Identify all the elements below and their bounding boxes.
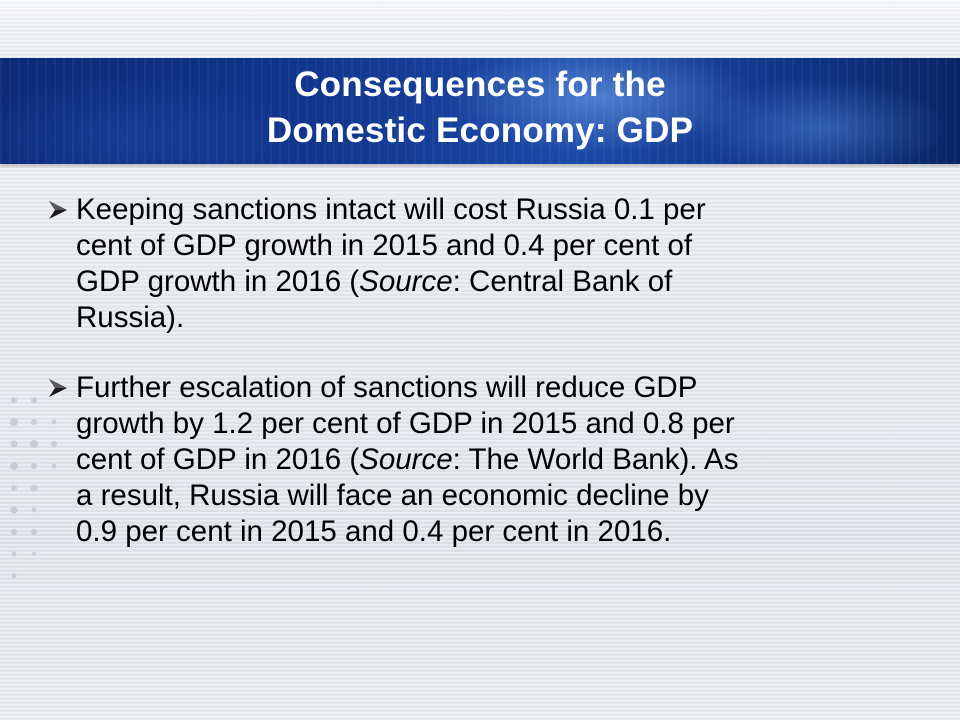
bullet-1-line-1: Keeping sanctions intact will cost Russi… — [76, 193, 706, 226]
bullet-2-line-3-b: : The World Bank). As — [452, 443, 739, 476]
bullet-1-line-2: cent of GDP growth in 2015 and 0.4 per c… — [76, 229, 693, 262]
source-label: Source — [359, 265, 453, 298]
bullet-item-2: Further escalation of sanctions will red… — [46, 370, 926, 550]
top-strip — [0, 0, 960, 58]
arrow-bullet-icon — [49, 201, 67, 219]
bullet-1-line-3-a: GDP growth in 2016 ( — [76, 265, 360, 298]
bullet-1-line-3: GDP growth in 2016 (Source: Central Bank… — [76, 264, 926, 300]
bullet-list: Keeping sanctions intact will cost Russi… — [46, 192, 926, 550]
bullet-1-line-4: Russia). — [76, 301, 185, 334]
bullet-1-line-3-b: : Central Bank of — [452, 265, 673, 298]
bullet-2-line-2: growth by 1.2 per cent of GDP in 2015 an… — [76, 407, 735, 440]
source-label: Source — [359, 443, 453, 476]
bullet-2-line-4: a result, Russia will face an economic d… — [76, 479, 709, 512]
title-band-texture — [0, 58, 960, 164]
arrow-bullet-icon — [49, 379, 67, 397]
slide-title-line-1: Consequences for the — [294, 65, 666, 104]
bullet-2-line-1: Further escalation of sanctions will red… — [76, 371, 698, 404]
title-band — [0, 58, 960, 164]
slide-title-line-2: Domestic Economy: GDP — [266, 111, 694, 150]
bullet-item-1: Keeping sanctions intact will cost Russi… — [46, 192, 926, 336]
bullet-2-line-3: cent of GDP in 2016 (Source: The World B… — [76, 442, 926, 478]
slide-title: Consequences for the Domestic Economy: G… — [0, 62, 960, 154]
bullet-2-line-5: 0.9 per cent in 2015 and 0.4 per cent in… — [76, 515, 672, 548]
bullet-2-line-3-a: cent of GDP in 2016 ( — [76, 443, 360, 476]
